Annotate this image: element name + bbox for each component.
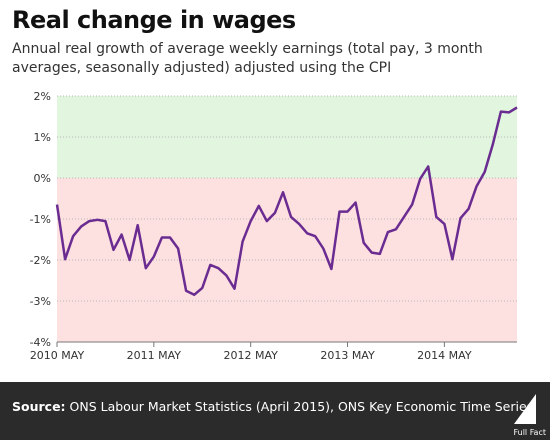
chart-subtitle: Annual real growth of average weekly ear… bbox=[12, 41, 483, 76]
y-tick-label: 2% bbox=[34, 90, 51, 103]
y-tick-label: 0% bbox=[34, 172, 51, 185]
x-tick-label: 2010 MAY bbox=[30, 349, 85, 362]
logo-icon bbox=[514, 394, 536, 424]
x-tick-label: 2013 MAY bbox=[320, 349, 375, 362]
x-axis-ticks: 2010 MAY 2011 MAY 2012 MAY 2013 MAY 2014 MAY bbox=[30, 341, 517, 362]
y-axis-ticks: 2% 1% 0% -1% -2% -3% -4% bbox=[30, 90, 51, 349]
y-tick-label: -1% bbox=[30, 213, 51, 226]
wages-series-line bbox=[55, 106, 518, 297]
line-chart: 2% 1% 0% -1% -2% -3% -4% 2010 MAY 2011 MAY 2012 … bbox=[30, 90, 518, 362]
y-tick-label: -4% bbox=[30, 336, 51, 349]
y-tick-label: -3% bbox=[30, 295, 51, 308]
x-tick-label: 2012 MAY bbox=[223, 349, 278, 362]
x-tick-label: 2014 MAY bbox=[417, 349, 472, 362]
positive-zone bbox=[57, 96, 517, 178]
source-note: Source: ONS Labour Market Statistics (Ap… bbox=[12, 399, 533, 414]
chart-title: Real change in wages bbox=[12, 6, 296, 34]
y-tick-label: -2% bbox=[30, 254, 51, 267]
x-tick-label: 2011 MAY bbox=[127, 349, 182, 362]
full-fact-logo bbox=[506, 390, 542, 436]
footer: Source: ONS Labour Market Statistics (Ap… bbox=[0, 382, 550, 440]
y-tick-label: 1% bbox=[34, 131, 51, 144]
logo-text: Full Fact bbox=[513, 428, 546, 437]
source-label: Source: bbox=[12, 399, 66, 414]
source-text: ONS Labour Market Statistics (April 2015… bbox=[65, 399, 534, 414]
